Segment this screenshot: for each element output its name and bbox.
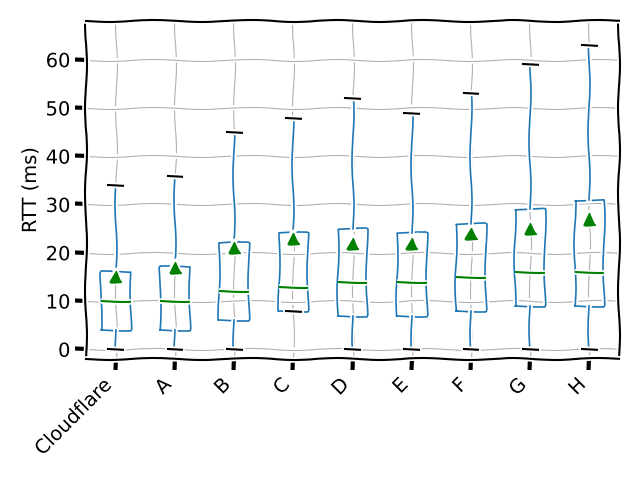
Y-axis label: RTT (ms): RTT (ms) <box>21 147 40 233</box>
